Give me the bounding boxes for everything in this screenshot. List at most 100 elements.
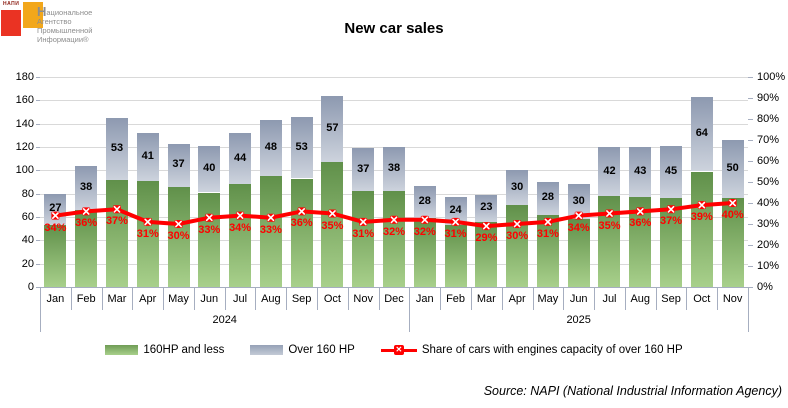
right-axis-tick: [748, 266, 753, 267]
gridline: [40, 77, 748, 78]
bar-value-label: 30: [572, 194, 585, 207]
bar-segment-over-160hp: [75, 165, 98, 210]
month-separator: [317, 287, 319, 310]
gridline: [40, 100, 748, 102]
month-separator: [255, 287, 257, 310]
bar-value-label: 41: [141, 149, 154, 162]
share-percent-label: 36%: [75, 217, 98, 230]
month-separator: [470, 287, 472, 310]
right-axis-tick: [748, 182, 753, 183]
left-axis-label: 100: [15, 164, 34, 177]
left-axis-tick: [36, 263, 40, 265]
right-axis-label: 0%: [757, 281, 773, 293]
legend-label-line: Share of cars with engines capacity of o…: [421, 344, 683, 356]
bar-value-label: 27: [49, 202, 62, 215]
right-axis-label: 70%: [757, 134, 780, 146]
bar-value-label: 48: [264, 141, 277, 154]
month-label: Oct: [693, 293, 711, 305]
bar-segment-over-160hp: [690, 96, 713, 172]
legend-item-green: 160HP and less: [105, 344, 224, 356]
legend-item-gray: Over 160 HP: [250, 344, 355, 356]
month-label: Jul: [233, 293, 248, 305]
bar-segment-over-160hp: [259, 120, 282, 177]
month-label: Mar: [107, 293, 127, 305]
legend-label-green: 160HP and less: [143, 344, 225, 356]
bar-segment-over-160hp: [105, 117, 128, 180]
bar-value-label: 38: [387, 162, 401, 175]
x-axis-line: [40, 287, 748, 288]
bar-segment-160hp-and-less: [105, 179, 128, 287]
year-separator: [409, 287, 411, 332]
share-percent-label: 31%: [352, 227, 375, 240]
logo-orange-square: [23, 2, 43, 28]
bar-value-label: 57: [326, 121, 339, 134]
bar-segment-over-160hp: [290, 116, 313, 179]
bar-segment-over-160hp: [598, 147, 621, 196]
right-axis-tick: [748, 140, 753, 141]
left-axis-label: 160: [15, 94, 34, 107]
right-axis-tick: [748, 98, 753, 99]
right-axis-tick: [748, 119, 753, 120]
month-label: Dec: [384, 293, 404, 305]
left-axis-tick: [36, 287, 40, 288]
bar-segment-over-160hp: [536, 182, 559, 215]
bar-segment-160hp-and-less: [567, 219, 590, 287]
bar-segment-160hp-and-less: [629, 197, 652, 287]
month-separator: [101, 287, 103, 310]
month-separator: [70, 287, 72, 310]
share-percent-label: 30%: [506, 230, 529, 242]
share-percent-label: 36%: [290, 217, 313, 230]
left-axis-tick: [36, 100, 40, 102]
month-label: Mar: [476, 293, 496, 305]
bar-segment-160hp-and-less: [136, 180, 159, 287]
bar-value-label: 40: [203, 162, 216, 175]
year-label: 2024: [212, 314, 237, 326]
share-percent-label: 34%: [44, 221, 67, 234]
month-label: Oct: [323, 293, 341, 305]
bar-segment-160hp-and-less: [475, 221, 498, 287]
bar-segment-over-160hp: [475, 194, 498, 222]
month-label: May: [537, 293, 559, 305]
month-separator: [347, 287, 349, 310]
right-axis-tick: [748, 245, 753, 246]
bar-segment-160hp-and-less: [44, 225, 67, 287]
bar-segment-160hp-and-less: [536, 214, 559, 287]
chart-legend: 160HP and less Over 160 HP ✕ Share of ca…: [0, 344, 788, 356]
month-label: May: [168, 293, 189, 305]
legend-label-gray: Over 160 HP: [288, 344, 355, 356]
month-label: Apr: [139, 293, 157, 305]
bar-segment-160hp-and-less: [598, 196, 621, 287]
bar-segment-160hp-and-less: [229, 184, 252, 287]
month-label: Nov: [722, 293, 743, 305]
bar-segment-160hp-and-less: [290, 178, 313, 287]
source-note: Source: NAPI (National Industrial Inform…: [483, 384, 782, 398]
left-axis-tick: [36, 217, 40, 218]
bar-segment-over-160hp: [444, 197, 467, 226]
right-axis-label: 20%: [757, 239, 780, 251]
share-percent-label: 34%: [229, 221, 252, 234]
bar-value-label: 50: [726, 162, 739, 175]
month-label: Jul: [602, 293, 617, 305]
logo-text: Национальное Агентство Промышленной Инфо…: [37, 4, 93, 44]
share-percent-label: 31%: [444, 227, 467, 240]
month-separator: [686, 287, 688, 310]
right-axis-label: 40%: [757, 197, 780, 209]
left-axis-label: 80: [21, 187, 34, 200]
year-separator: [40, 287, 41, 332]
right-axis-label: 10%: [757, 260, 780, 272]
bar-value-label: 28: [541, 191, 555, 204]
month-label: Aug: [261, 293, 281, 305]
share-percent-label: 30%: [167, 230, 190, 242]
bar-value-label: 24: [449, 204, 462, 217]
bar-segment-160hp-and-less: [75, 210, 98, 287]
bar-segment-over-160hp: [167, 143, 190, 187]
month-separator: [501, 287, 503, 310]
left-axis-label: 20: [21, 257, 34, 270]
bar-value-label: 44: [233, 151, 247, 164]
share-percent-label: 35%: [598, 219, 621, 232]
green-series-swatch-icon: [105, 345, 139, 355]
right-axis-label: 30%: [757, 218, 780, 230]
month-label: Apr: [508, 293, 526, 305]
month-label: Jun: [200, 293, 219, 305]
